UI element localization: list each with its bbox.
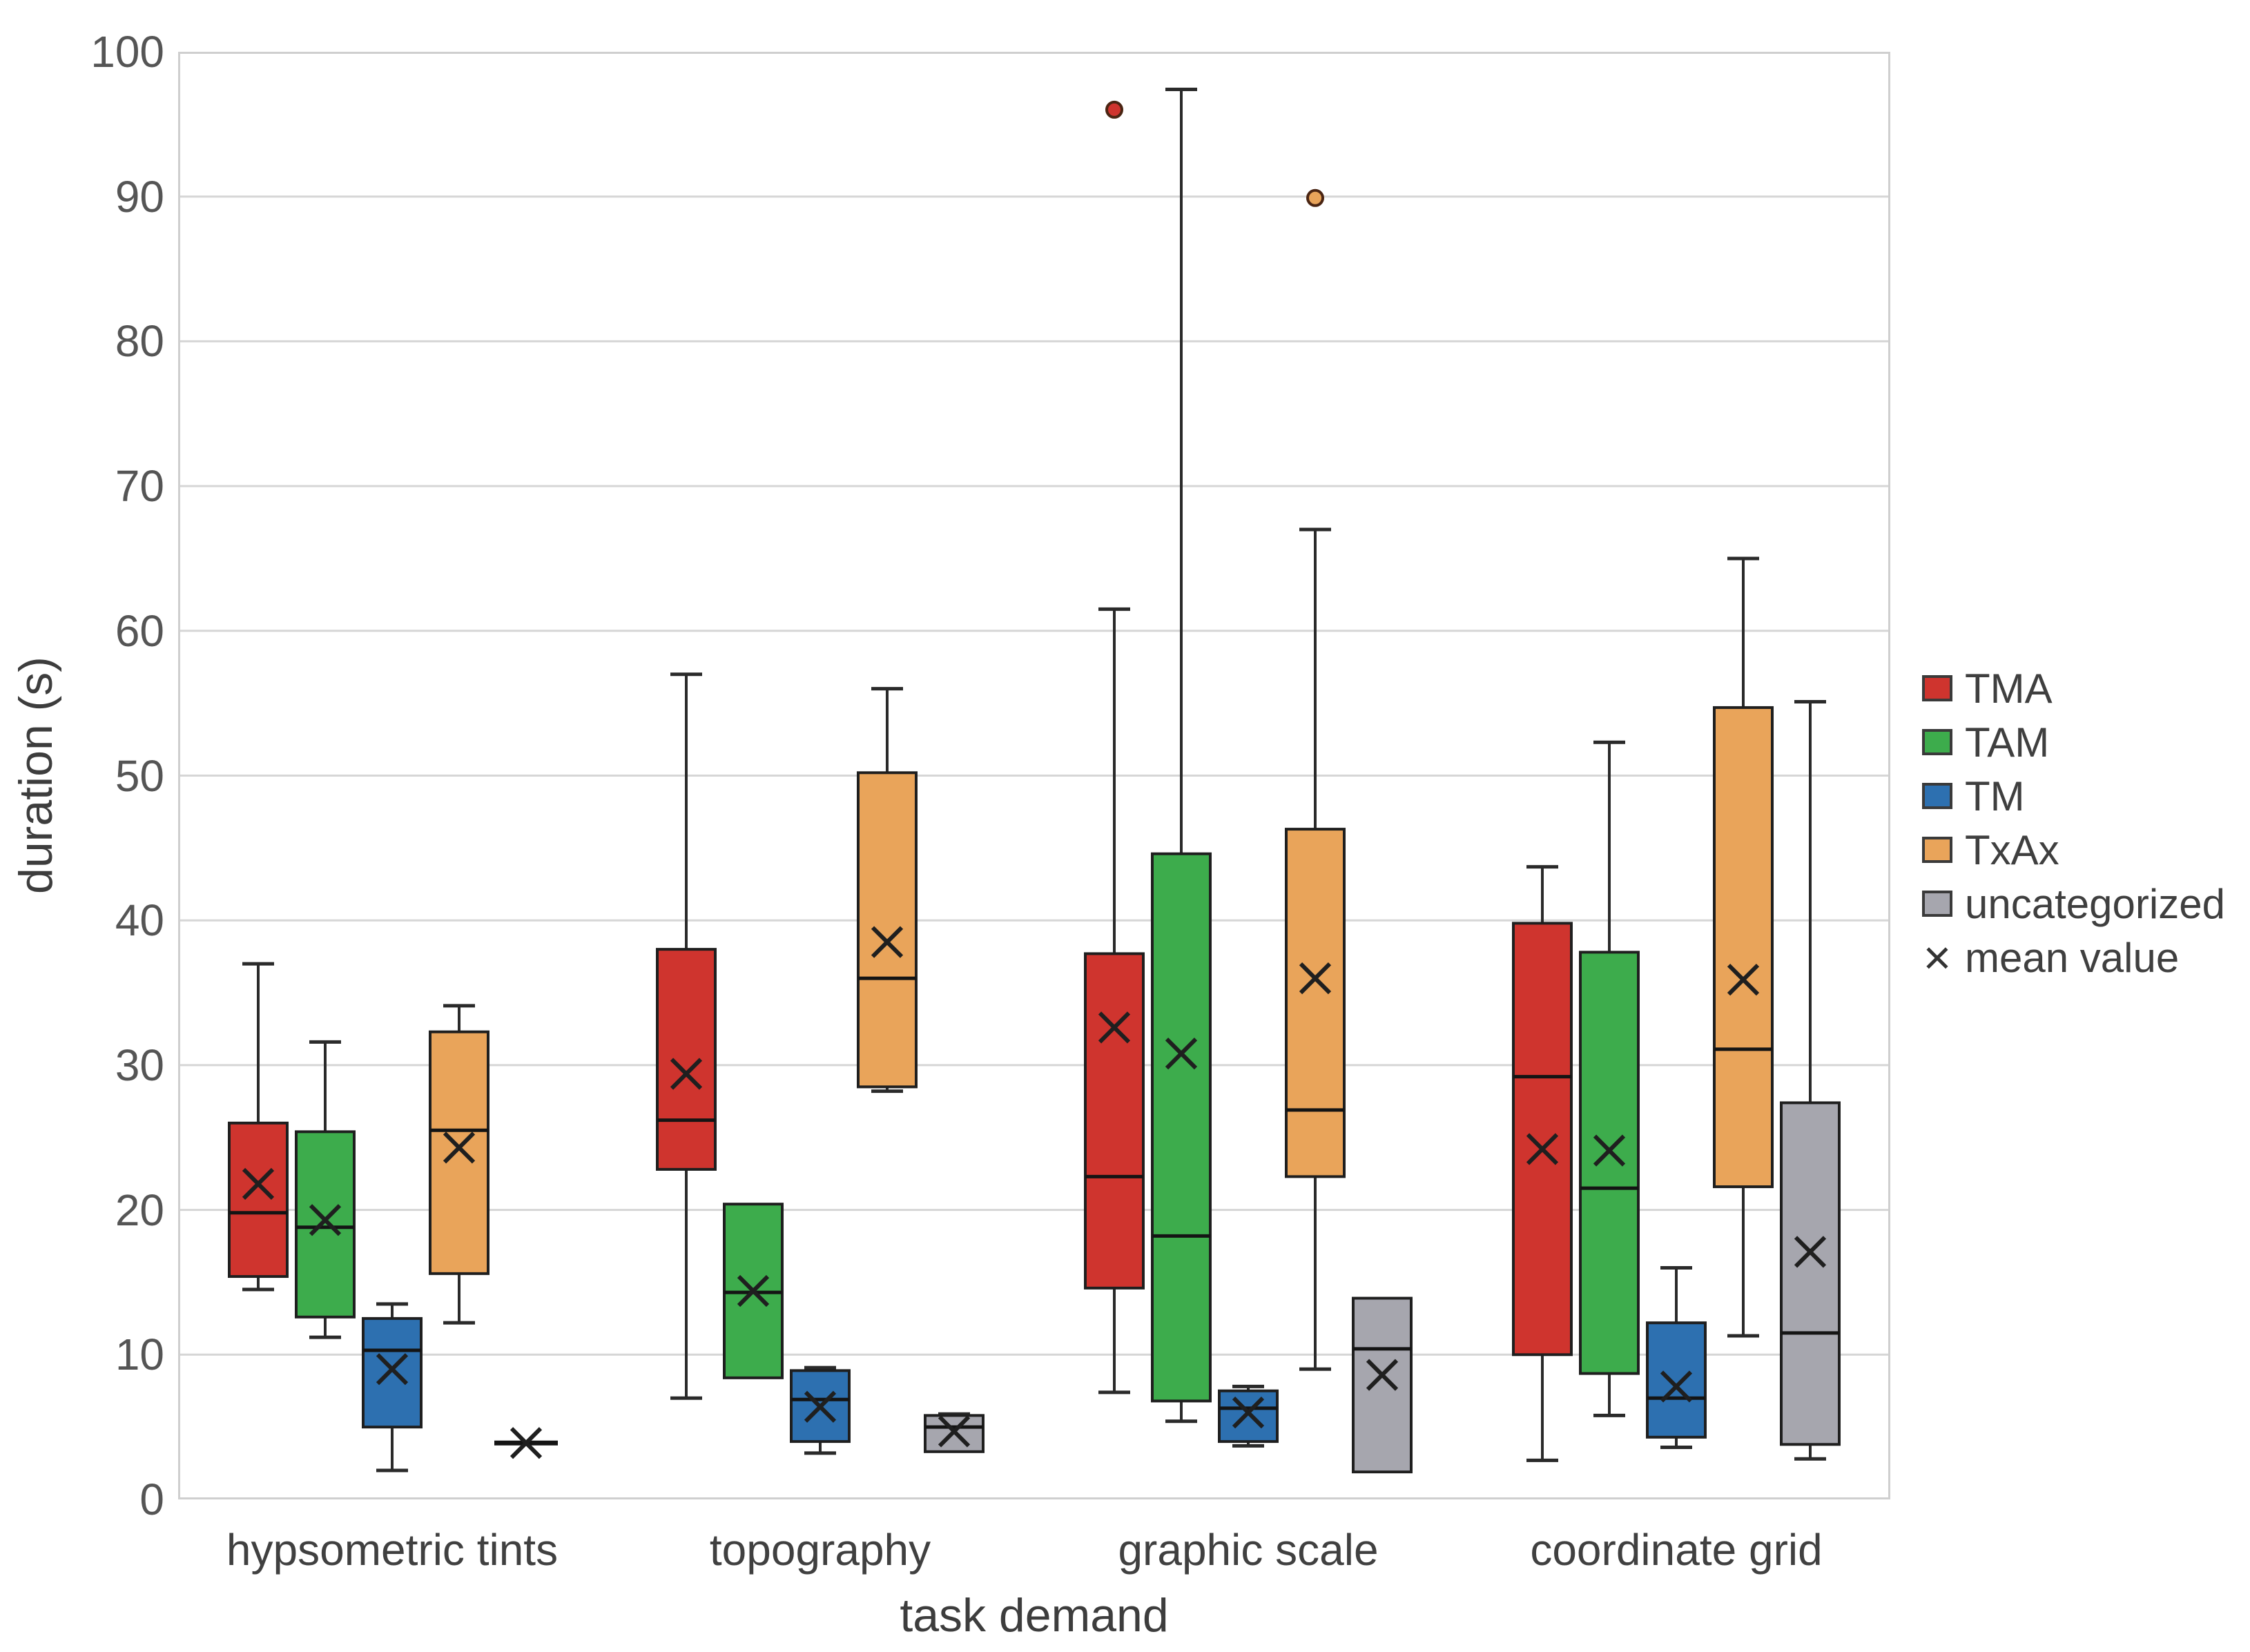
box-TMA-1 xyxy=(656,948,717,1171)
box-TM-3 xyxy=(1646,1321,1707,1439)
y-tick-label-70: 70 xyxy=(115,461,164,512)
x-category-label-1: topography xyxy=(709,1525,931,1575)
legend-item-TM: TM xyxy=(1922,769,2025,823)
y-tick-label-30: 30 xyxy=(115,1040,164,1090)
y-tick-label-20: 20 xyxy=(115,1185,164,1235)
box-TxAx-1 xyxy=(857,771,918,1089)
outlier-TMA-2-0 xyxy=(1105,100,1123,119)
mean-marker-TxAx-3 xyxy=(1727,964,1760,996)
mean-marker-TxAx-1 xyxy=(871,926,904,958)
x-category-label-2: graphic scale xyxy=(1118,1525,1379,1575)
box-uncategorized-2 xyxy=(1352,1296,1413,1474)
y-tick-label-40: 40 xyxy=(115,895,164,946)
mean-marker-uncategorized-2 xyxy=(1366,1359,1399,1391)
mean-marker-TAM-2 xyxy=(1165,1037,1198,1070)
mean-marker-TMA-0 xyxy=(242,1167,275,1200)
legend-item-uncategorized: uncategorized xyxy=(1922,877,2225,931)
y-tick-label-60: 60 xyxy=(115,605,164,656)
y-tick-label-50: 50 xyxy=(115,750,164,801)
y-tick-label-10: 10 xyxy=(115,1330,164,1380)
y-tick-label-100: 100 xyxy=(90,27,164,77)
legend-label: TAM xyxy=(1965,719,2050,766)
box-TMA-2 xyxy=(1084,952,1145,1290)
box-TM-0 xyxy=(362,1316,423,1429)
x-category-label-3: coordinate grid xyxy=(1530,1525,1823,1575)
mean-marker-uncategorized-3 xyxy=(1794,1236,1827,1268)
mean-marker-TM-2 xyxy=(1232,1397,1265,1429)
outlier-TxAx-2-0 xyxy=(1306,188,1324,207)
mean-x-icon: × xyxy=(1923,931,1952,984)
box-TM-2 xyxy=(1218,1389,1279,1444)
y-tick-label-0: 0 xyxy=(139,1475,164,1524)
mean-marker-TM-1 xyxy=(804,1390,837,1423)
box-TxAx-3 xyxy=(1713,706,1774,1189)
legend-item-TAM: TAM xyxy=(1922,715,2049,769)
mean-marker-TAM-3 xyxy=(1593,1134,1626,1167)
legend-swatch-icon xyxy=(1922,675,1952,701)
legend-swatch-icon xyxy=(1922,837,1952,863)
mean-marker-TM-0 xyxy=(376,1353,409,1386)
box-TxAx-0 xyxy=(429,1030,489,1275)
legend-swatch-icon xyxy=(1922,891,1952,917)
legend-item-mean-value: × mean value xyxy=(1922,931,2180,984)
mean-marker-TxAx-2 xyxy=(1299,962,1332,995)
mean-marker-uncategorized-1 xyxy=(938,1415,971,1448)
x-axis-title: task demand xyxy=(900,1589,1169,1642)
box-uncategorized-3 xyxy=(1780,1101,1841,1446)
box-TAM-0 xyxy=(295,1130,356,1319)
legend-item-TMA: TMA xyxy=(1922,661,2053,715)
legend-label: uncategorized xyxy=(1965,880,2225,927)
box-TMA-3 xyxy=(1512,922,1573,1357)
legend-label: TM xyxy=(1965,772,2025,819)
box-TAM-3 xyxy=(1579,951,1640,1375)
mean-marker-TM-3 xyxy=(1660,1370,1693,1403)
legend-swatch-icon xyxy=(1922,729,1952,755)
box-TxAx-2 xyxy=(1285,828,1346,1178)
y-tick-label-80: 80 xyxy=(115,316,164,367)
legend-swatch-icon xyxy=(1922,783,1952,809)
mean-marker-TMA-2 xyxy=(1098,1011,1131,1044)
legend-item-TxAx: TxAx xyxy=(1922,823,2059,877)
box-TAM-2 xyxy=(1151,852,1212,1403)
mean-marker-TMA-1 xyxy=(670,1058,703,1090)
mean-marker-uncategorized-0 xyxy=(510,1427,543,1459)
x-category-label-0: hypsometric tints xyxy=(226,1525,559,1575)
legend-label: mean value xyxy=(1965,934,2180,981)
mean-marker-TMA-3 xyxy=(1526,1133,1559,1165)
legend-label: TxAx xyxy=(1965,826,2059,873)
mean-marker-TAM-1 xyxy=(737,1274,770,1308)
legend-label: TMA xyxy=(1965,665,2053,712)
y-tick-label-90: 90 xyxy=(115,171,164,222)
box-TMA-0 xyxy=(228,1121,289,1279)
mean-marker-TxAx-0 xyxy=(443,1131,476,1164)
mean-marker-TAM-0 xyxy=(309,1204,342,1236)
